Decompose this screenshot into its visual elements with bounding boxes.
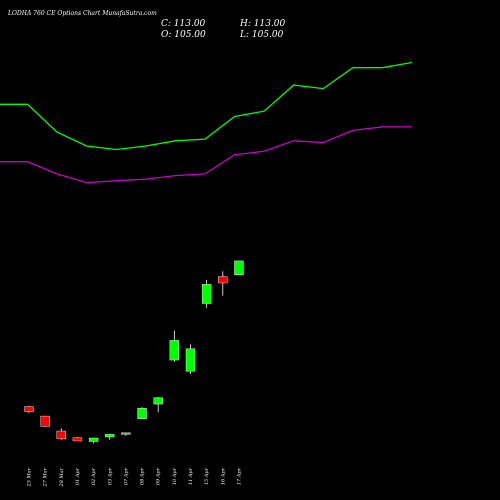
band-line-0 — [0, 61, 413, 151]
candle-body — [40, 415, 50, 427]
x-tick-label: 03 Apr — [107, 467, 113, 485]
chart-title: LODHA 760 CE Options Chart MunafaSutra.c… — [7, 10, 157, 17]
x-tick-label: 16 Apr — [220, 467, 226, 485]
candle-body — [24, 406, 34, 412]
x-tick-label: 17 Apr — [236, 467, 242, 485]
x-tick-label: 02 Apr — [91, 467, 97, 485]
x-tick-label: 11 Apr — [188, 467, 194, 485]
x-tick-label: 15 Apr — [204, 467, 210, 485]
close-readout: C: 113.00 — [161, 19, 206, 29]
x-tick-label: 07 Apr — [123, 467, 129, 485]
open-readout: O: 105.00 — [161, 30, 206, 40]
candle-body — [56, 430, 66, 440]
candle-body — [153, 397, 163, 405]
high-readout: H: 113.00 — [239, 19, 286, 29]
band-line-1 — [0, 126, 412, 184]
candle-body — [88, 437, 99, 442]
x-tick-label: 01 Apr — [75, 467, 81, 485]
candle-body — [72, 437, 83, 442]
candle-body — [185, 348, 196, 372]
x-tick-label: 25 Mar — [27, 467, 33, 487]
candle-body — [121, 432, 131, 435]
candle-body — [201, 284, 212, 304]
x-tick-label: 09 Apr — [156, 467, 162, 485]
x-tick-label: 08 Apr — [140, 467, 146, 485]
x-tick-label: 28 Mar — [59, 467, 65, 487]
candle-body — [137, 408, 147, 419]
candle-body — [234, 260, 244, 276]
candle-body — [169, 340, 180, 361]
candles-layer — [24, 260, 244, 444]
x-axis-ticks: 25 Mar 27 Mar 28 Mar 01 Apr 02 Apr 03 Apr 07 A… — [27, 467, 243, 487]
candle-body — [105, 434, 115, 438]
candle-body — [218, 276, 228, 284]
x-tick-label: 27 Mar — [43, 467, 49, 487]
low-readout: L: 105.00 — [239, 30, 284, 40]
x-tick-label: 10 Apr — [172, 467, 178, 485]
bands-layer — [0, 61, 413, 184]
